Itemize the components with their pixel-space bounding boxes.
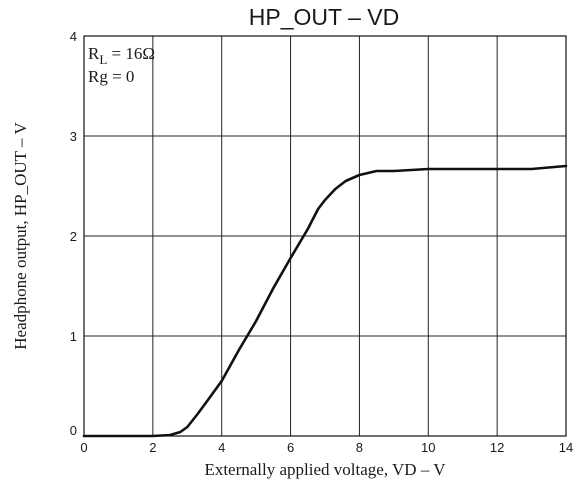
x-tick-label: 0 — [80, 440, 87, 455]
annotation-rl: RL = 16Ω — [88, 44, 155, 67]
y-tick-label: 2 — [70, 229, 77, 244]
y-tick-label: 0 — [70, 423, 77, 438]
annotation-rl-main: R — [88, 44, 100, 63]
y-tick-label: 4 — [70, 29, 77, 44]
y-tick-label: 1 — [70, 329, 77, 344]
grid-lines — [84, 36, 566, 436]
x-tick-label: 10 — [421, 440, 435, 455]
series-line — [82, 164, 568, 438]
x-tick-label: 12 — [490, 440, 504, 455]
annotation-box: RL = 16Ω Rg = 0 — [86, 38, 155, 94]
annotation-rg: Rg = 0 — [88, 67, 134, 86]
y-axis-label: Headphone output, HP_OUT – V — [11, 122, 30, 350]
plot-frame — [83, 35, 567, 437]
annotation-rl-value: = 16Ω — [107, 44, 155, 63]
x-axis-label: Externally applied voltage, VD – V — [204, 460, 446, 479]
y-tick-label: 3 — [70, 129, 77, 144]
annotation-background — [86, 38, 152, 94]
annotation-rl-sub: L — [99, 52, 107, 67]
chart-title: HP_OUT – VD — [249, 4, 399, 30]
x-tick-label: 6 — [287, 440, 294, 455]
x-tick-label: 4 — [218, 440, 225, 455]
x-tick-label: 14 — [559, 440, 573, 455]
x-tick-label: 8 — [356, 440, 363, 455]
x-tick-label: 2 — [149, 440, 156, 455]
